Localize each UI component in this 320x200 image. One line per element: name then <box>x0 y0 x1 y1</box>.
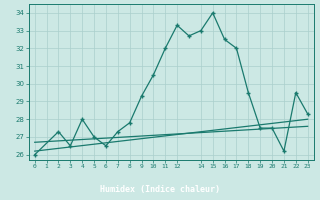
Text: Humidex (Indice chaleur): Humidex (Indice chaleur) <box>100 185 220 194</box>
